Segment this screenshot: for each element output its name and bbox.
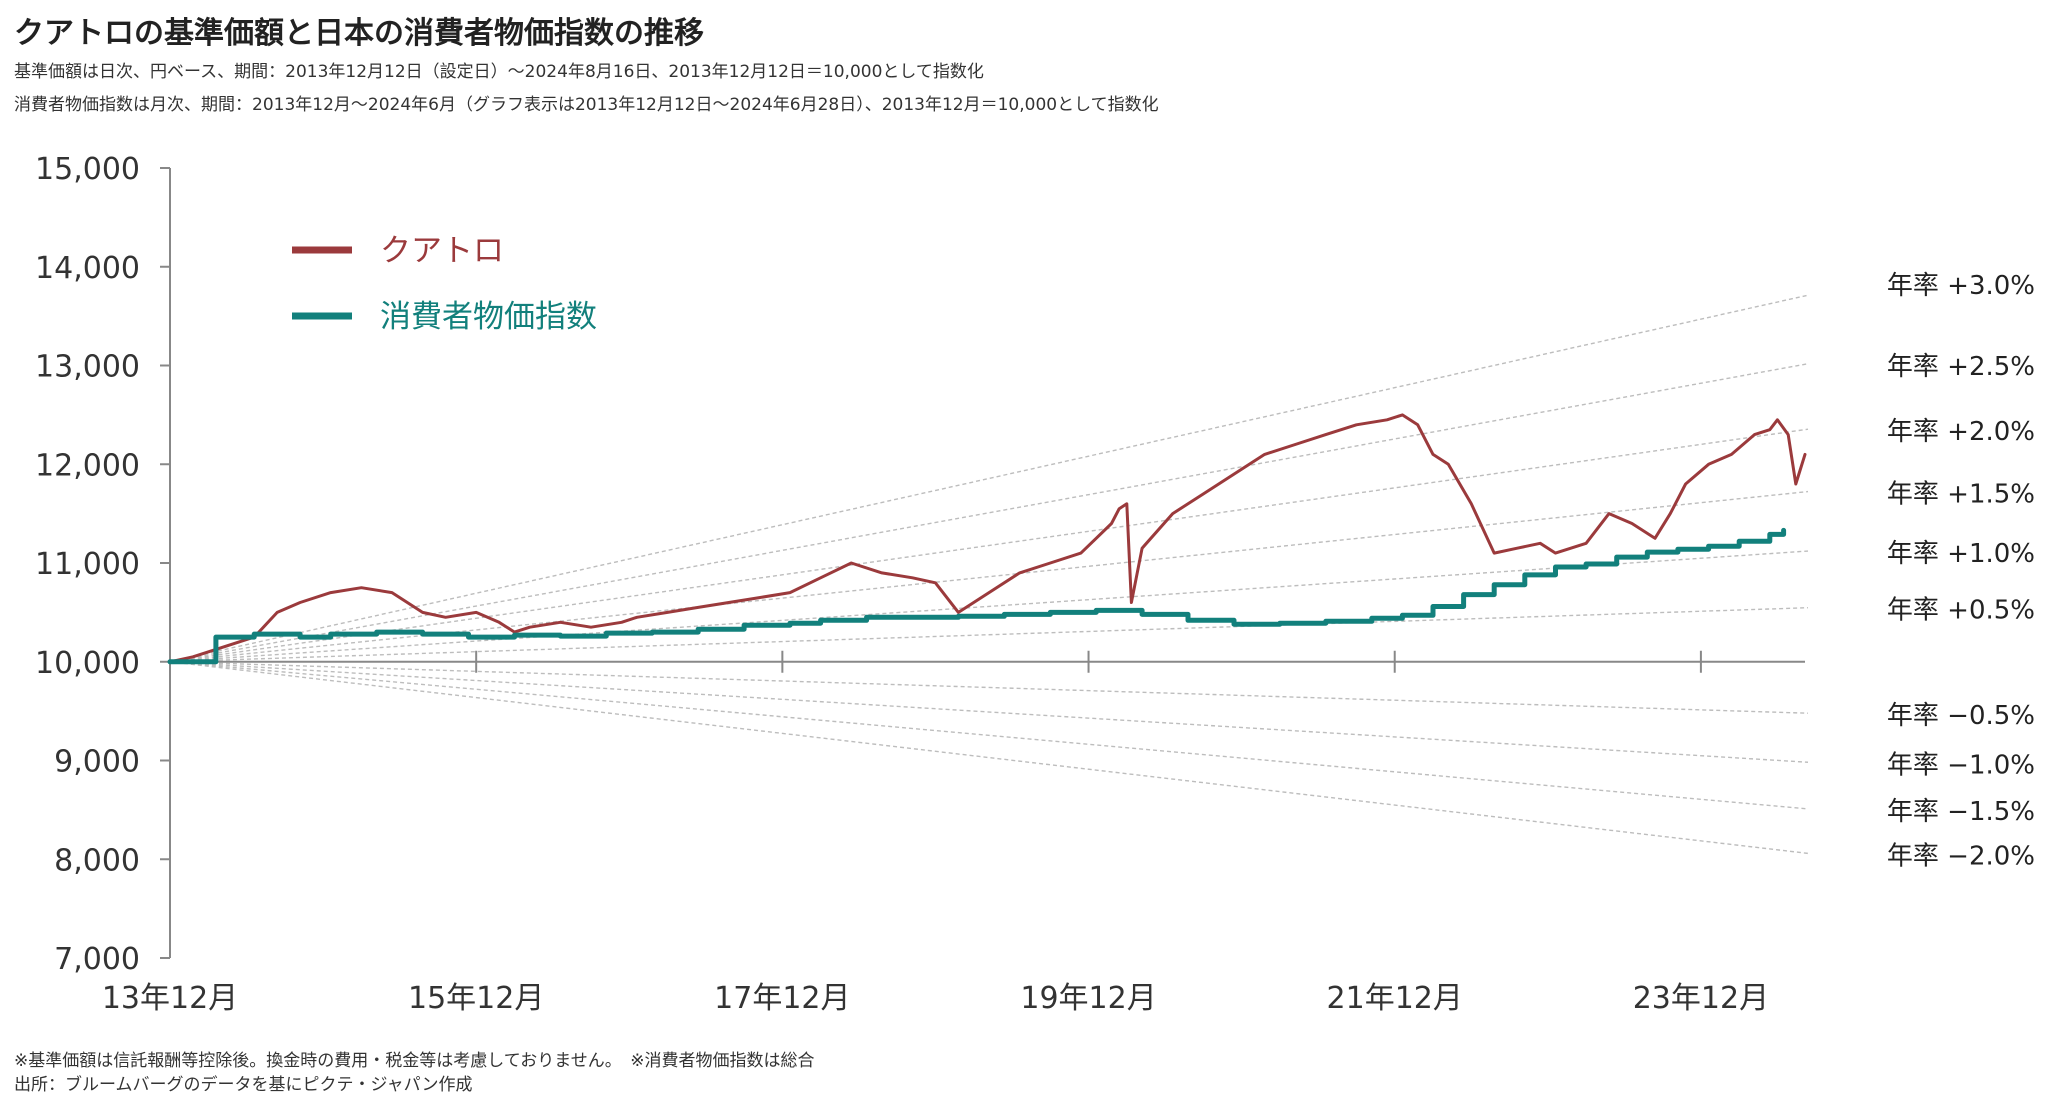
reference-line [169, 428, 1809, 663]
reference-line [169, 661, 1809, 714]
reference-line-label: 年率 −1.5% [1887, 797, 2035, 827]
y-tick-label: 7,000 [54, 942, 140, 977]
chart-subtitle-daily-nav: 基準価額は日次、円ベース、期間：2013年12月12日（設定日）～2024年8月… [14, 62, 984, 82]
y-tick-label: 12,000 [35, 448, 140, 483]
x-tick-label: 21年12月 [1327, 981, 1463, 1016]
x-tick-label: 23年12月 [1633, 981, 1769, 1016]
y-tick-label: 10,000 [35, 646, 140, 681]
reference-line [169, 661, 1809, 763]
chart-axes: 7,000 8,000 9,000 10,000 11,000 12,000 13,000 1… [35, 152, 1805, 1016]
x-tick-label: 19年12月 [1020, 981, 1156, 1016]
reference-line [169, 607, 1809, 663]
reference-line-label: 年率 −0.5% [1887, 701, 2035, 731]
footnote-fees: ※基準価額は信託報酬等控除後。換金時の費用・税金等は考慮しておりません。 ※消費… [14, 1051, 815, 1071]
legend-label: クアトロ [380, 233, 504, 269]
reference-line-label: 年率 +3.0% [1887, 271, 2035, 301]
x-tick-label: 17年12月 [714, 981, 850, 1016]
y-tick-label: 13,000 [35, 350, 140, 385]
y-tick-label: 8,000 [54, 843, 140, 878]
y-tick-label: 15,000 [35, 152, 140, 187]
y-tick-label: 9,000 [54, 745, 140, 780]
series-line-cpi [167, 527, 1787, 665]
reference-line [169, 661, 1809, 810]
reference-line-label: 年率 +2.5% [1887, 352, 2035, 382]
reference-line-label: 年率 +2.0% [1887, 417, 2035, 447]
y-tick-label: 14,000 [35, 251, 140, 286]
reference-line [169, 661, 1809, 855]
reference-line [169, 490, 1809, 663]
chart-series [167, 413, 1807, 665]
footnote-source: 出所：ブルームバーグのデータを基にピクテ・ジャパン作成 [14, 1075, 473, 1095]
reference-line-label: 年率 +1.0% [1887, 539, 2035, 569]
chart-title: クアトロの基準価額と日本の消費者物価指数の推移 [14, 16, 704, 51]
line-chart: 年率 +3.0% 年率 +2.5% 年率 +2.0% 年率 +1.5% 年率 +1.0%… [35, 152, 2035, 1016]
y-tick-label: 11,000 [35, 547, 140, 582]
chart-subtitle-cpi: 消費者物価指数は月次、期間：2013年12月～2024年6月（グラフ表示は201… [14, 95, 1159, 115]
reference-rate-lines: 年率 +3.0% 年率 +2.5% 年率 +2.0% 年率 +1.5% 年率 +1.0%… [169, 271, 2035, 871]
reference-line-label: 年率 +1.5% [1887, 480, 2035, 510]
x-tick-label: 15年12月 [408, 981, 544, 1016]
legend-label: 消費者物価指数 [380, 299, 597, 335]
reference-line [169, 550, 1809, 663]
reference-line-label: 年率 −1.0% [1887, 750, 2035, 780]
x-tick-label: 13年12月 [102, 981, 238, 1016]
reference-line-label: 年率 −2.0% [1887, 841, 2035, 871]
reference-line [169, 363, 1809, 663]
reference-line-label: 年率 +0.5% [1887, 596, 2035, 626]
series-line-quattro [168, 413, 1807, 664]
